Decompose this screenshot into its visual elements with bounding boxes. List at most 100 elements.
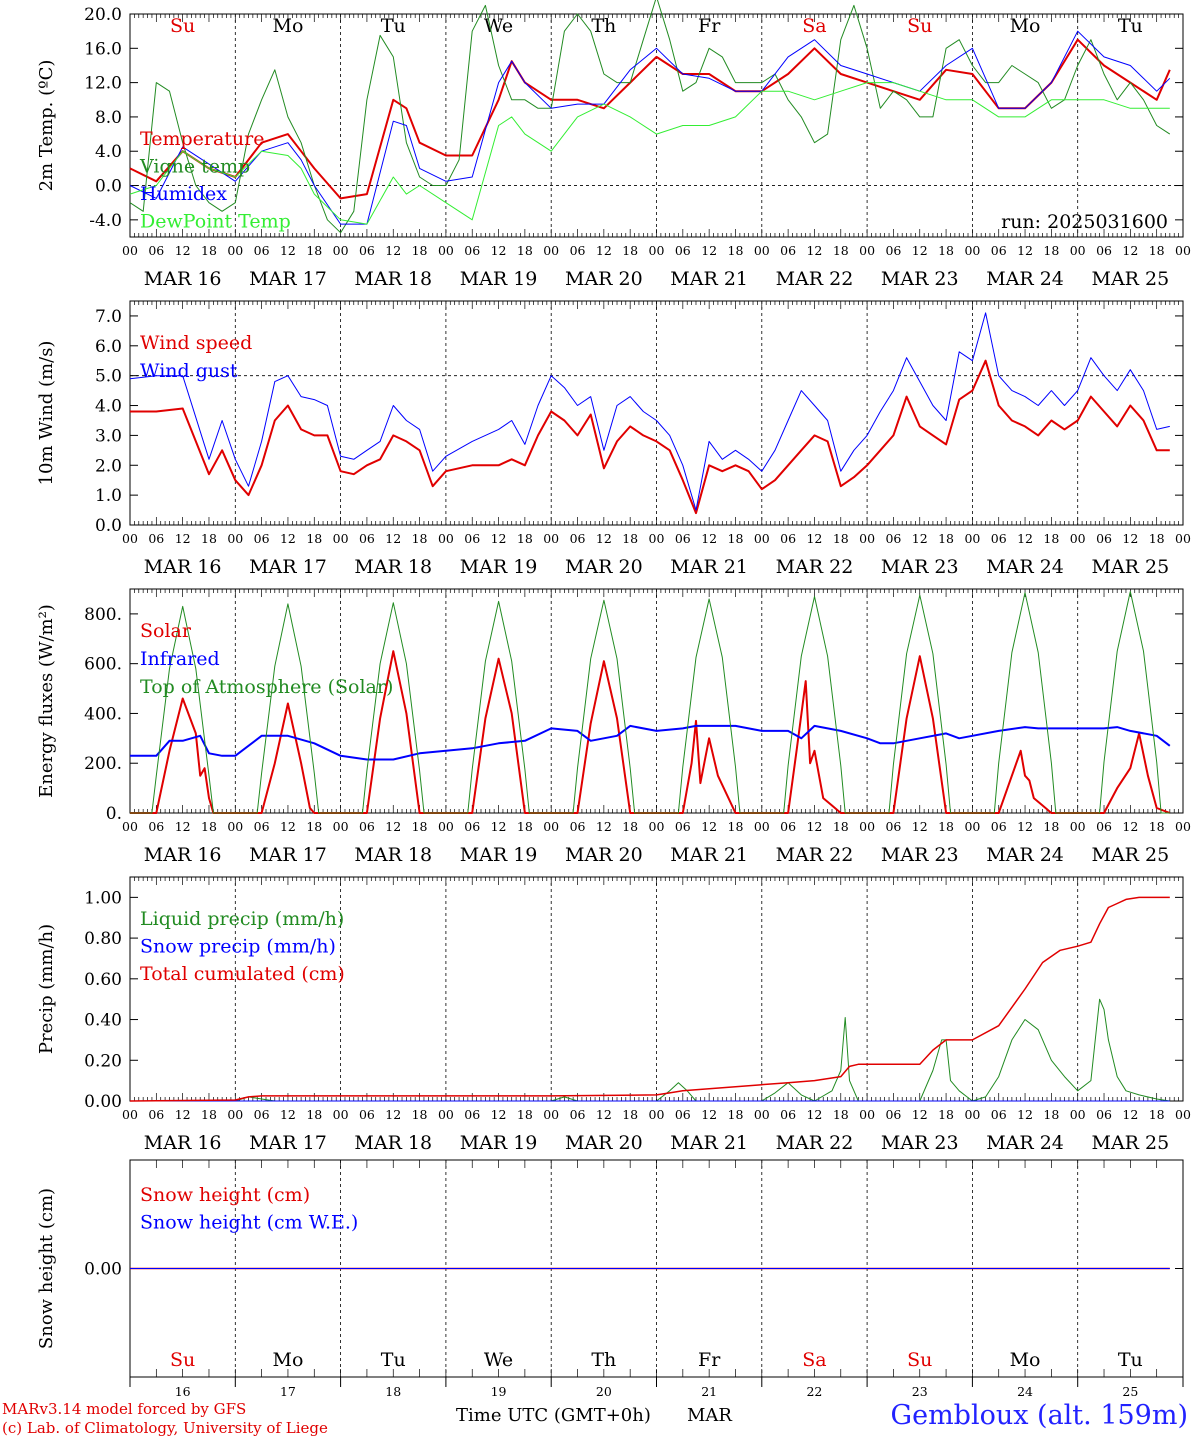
- x-hour-label: 12: [385, 1107, 401, 1122]
- legend-entry: Total cumulated (cm): [140, 963, 345, 985]
- y-tick-label: 1.00: [84, 888, 122, 908]
- x-hour-label: 06: [885, 819, 901, 834]
- x-hour-label: 06: [885, 531, 901, 546]
- x-hour-label: 06: [1096, 243, 1112, 258]
- bottom-day-number: 24: [1017, 1384, 1033, 1399]
- x-hour-label: 00: [543, 1107, 559, 1122]
- panel-frame: [129, 13, 1184, 238]
- x-hour-label: 06: [885, 243, 901, 258]
- x-hour-label: 00: [122, 1107, 138, 1122]
- x-hour-label: 18: [306, 1107, 322, 1122]
- weekday-label: Su: [170, 15, 195, 37]
- x-hour-label: 18: [1149, 531, 1165, 546]
- x-hour-label: 18: [728, 243, 744, 258]
- x-hour-label: 06: [780, 1107, 796, 1122]
- y-tick-label: 0.00: [84, 1092, 122, 1112]
- x-hour-label: 06: [148, 531, 164, 546]
- x-date-label: MAR 19: [460, 1132, 538, 1154]
- series-line-infrared: [130, 724, 1171, 761]
- y-axis-label: Precip (mm/h): [36, 924, 57, 1054]
- x-date-label: MAR 23: [881, 844, 959, 866]
- weekday-label: Th: [591, 15, 616, 37]
- x-hour-label: 00: [754, 243, 770, 258]
- x-hour-label: 18: [938, 243, 954, 258]
- x-hour-label: 06: [464, 819, 480, 834]
- y-tick-label: 0.0: [95, 516, 122, 536]
- y-tick-label: 800.: [84, 605, 122, 625]
- x-date-label: MAR 25: [1091, 268, 1169, 290]
- x-hour-label: 18: [306, 243, 322, 258]
- x-date-label: MAR 22: [776, 268, 854, 290]
- x-hour-label: 18: [517, 819, 533, 834]
- series-line-wind-gust: [129, 312, 1170, 511]
- x-hour-label: 18: [412, 531, 428, 546]
- x-hour-label: 18: [1149, 243, 1165, 258]
- x-hour-label: 12: [280, 531, 296, 546]
- weekday-label: Mo: [272, 15, 303, 37]
- x-hour-label: 06: [675, 819, 691, 834]
- series-line-solar: [130, 650, 1171, 814]
- x-hour-label: 12: [806, 819, 822, 834]
- x-hour-label: 12: [1017, 531, 1033, 546]
- x-hour-label: 12: [280, 819, 296, 834]
- x-date-label: MAR 17: [249, 1132, 327, 1154]
- x-hour-label: 18: [728, 1107, 744, 1122]
- x-hour-label: 12: [1017, 1107, 1033, 1122]
- bottom-weekday-label: Su: [907, 1349, 932, 1371]
- x-hour-label: 12: [912, 531, 928, 546]
- x-date-label: MAR 25: [1091, 844, 1169, 866]
- bottom-weekday-label: Mo: [1010, 1349, 1041, 1371]
- x-hour-label: 00: [649, 531, 665, 546]
- x-hour-label: 12: [596, 819, 612, 834]
- x-hour-label: 12: [596, 243, 612, 258]
- series-line-total-cumulated-cm-: [129, 896, 1170, 1102]
- x-hour-label: 06: [570, 531, 586, 546]
- bottom-weekday-label: Tu: [381, 1349, 406, 1371]
- x-hour-label: 06: [675, 243, 691, 258]
- x-hour-label: 00: [754, 531, 770, 546]
- x-date-label: MAR 20: [565, 268, 643, 290]
- x-hour-label: 00: [964, 531, 980, 546]
- x-hour-label: 12: [491, 243, 507, 258]
- x-hour-label: 12: [175, 531, 191, 546]
- weekday-label: Tu: [381, 15, 406, 37]
- station-name: Gembloux (alt. 159m): [890, 1400, 1188, 1431]
- x-hour-label: 00: [859, 1107, 875, 1122]
- x-hour-label: 12: [1122, 243, 1138, 258]
- y-tick-label: 7.0: [95, 307, 122, 327]
- legend-entry: Vigne temp: [139, 156, 250, 178]
- x-hour-label: 12: [280, 1107, 296, 1122]
- x-hour-label: 06: [254, 531, 270, 546]
- x-hour-label: 00: [964, 819, 980, 834]
- x-date-label: MAR 21: [670, 556, 748, 578]
- x-date-label: MAR 24: [986, 1132, 1064, 1154]
- x-hour-label: 12: [1017, 243, 1033, 258]
- x-date-label: MAR 19: [460, 844, 538, 866]
- x-hour-label: 00: [754, 1107, 770, 1122]
- y-tick-label: 0.0: [95, 177, 122, 197]
- legend-entry: Humidex: [140, 183, 227, 205]
- x-hour-label: 12: [1122, 1107, 1138, 1122]
- bottom-day-number: 16: [175, 1384, 191, 1399]
- x-date-label: MAR 18: [354, 556, 432, 578]
- x-axis-label: Time UTC (GMT+0h): [456, 1405, 651, 1426]
- x-hour-label: 06: [570, 243, 586, 258]
- x-hour-label: 12: [701, 819, 717, 834]
- x-hour-label: 00: [1175, 531, 1191, 546]
- panel-frame: [129, 300, 1184, 526]
- x-hour-label: 06: [991, 243, 1007, 258]
- x-hour-label: 00: [227, 819, 243, 834]
- x-hour-label: 18: [1043, 1107, 1059, 1122]
- x-hour-label: 12: [806, 531, 822, 546]
- bottom-day-number: 22: [806, 1384, 822, 1399]
- series-line-liquid-precip-mm-h-: [130, 998, 1170, 1102]
- x-hour-label: 18: [938, 1107, 954, 1122]
- weekday-label: Fr: [698, 15, 721, 37]
- x-hour-label: 12: [596, 531, 612, 546]
- series-line-humidex: [129, 30, 1171, 225]
- x-hour-label: 12: [1122, 819, 1138, 834]
- x-date-label: MAR 24: [986, 268, 1064, 290]
- x-hour-label: 00: [1070, 1107, 1086, 1122]
- x-hour-label: 12: [806, 243, 822, 258]
